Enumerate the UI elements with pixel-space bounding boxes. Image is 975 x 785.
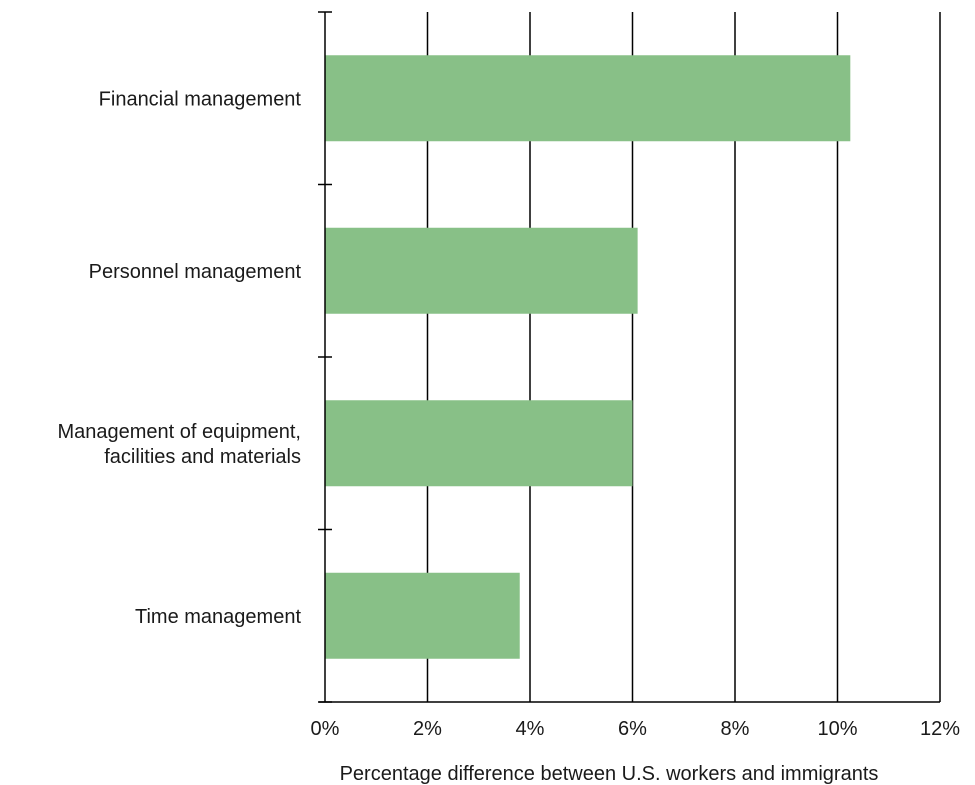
x-tick-label: 10% — [817, 718, 857, 740]
category-label: Financial management — [99, 88, 302, 110]
category-label: Personnel management — [89, 261, 302, 283]
axes — [318, 11, 940, 703]
category-labels: Financial management Personnel management… — [58, 88, 302, 628]
x-tick-labels: 0% 2% 4% 6% 8% 10% 12% — [311, 718, 961, 740]
x-tick-label: 4% — [516, 718, 545, 740]
x-tick-label: 6% — [618, 718, 647, 740]
bar — [325, 55, 851, 142]
x-tick-label: 12% — [920, 718, 960, 740]
bar — [325, 400, 633, 487]
x-tick-label: 8% — [721, 718, 750, 740]
bars — [325, 55, 851, 659]
x-tick-label: 0% — [311, 718, 340, 740]
x-tick-label: 2% — [413, 718, 442, 740]
bar — [325, 572, 520, 659]
bar — [325, 227, 638, 314]
category-label: Time management — [135, 606, 301, 628]
category-label: Management of equipment, facilities and m… — [58, 421, 302, 468]
x-axis-title: Percentage difference between U.S. worke… — [340, 763, 879, 785]
